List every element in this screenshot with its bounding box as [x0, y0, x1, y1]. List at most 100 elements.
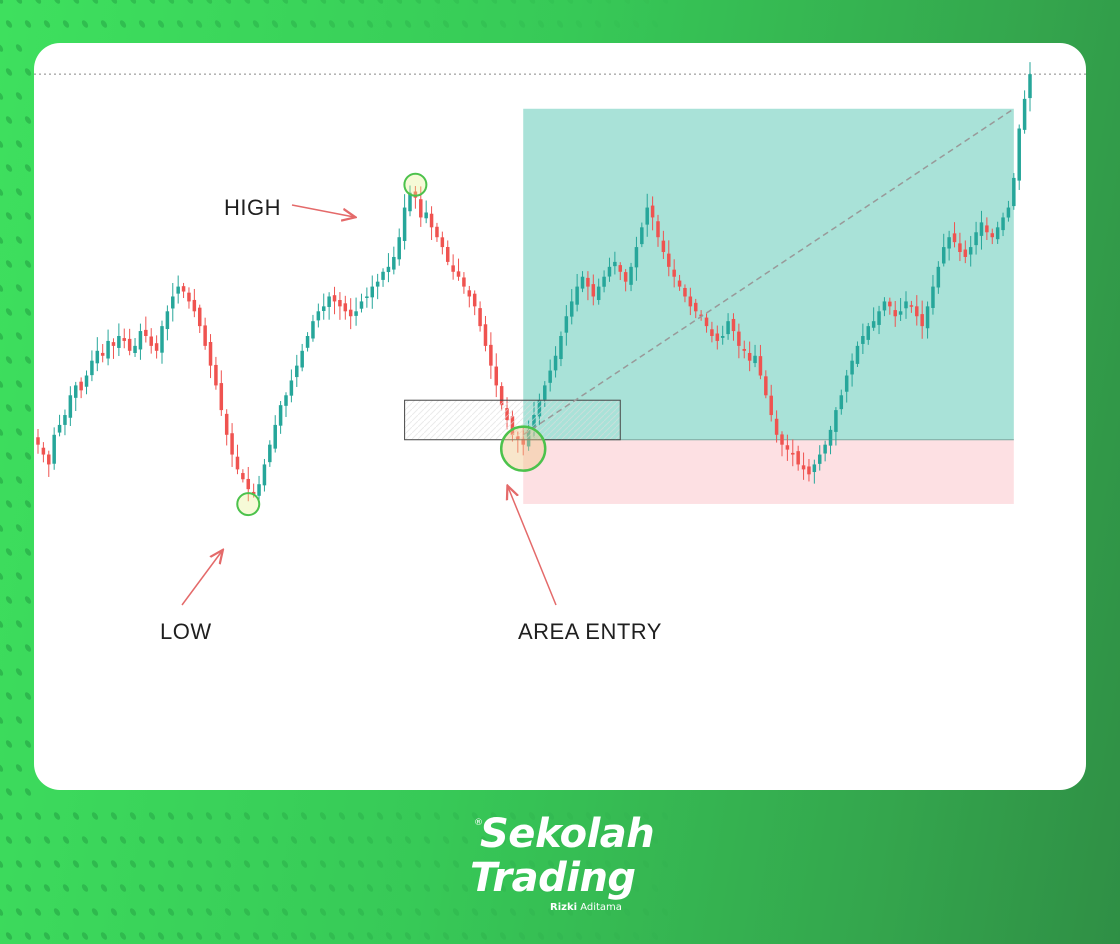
background-dot	[414, 908, 422, 916]
candle-body	[769, 395, 773, 416]
background-dot	[224, 0, 232, 4]
candle-body	[289, 380, 294, 396]
candle-body	[402, 207, 407, 241]
low-label: LOW	[160, 619, 212, 644]
candle	[133, 338, 137, 357]
background-dot	[357, 860, 365, 868]
candle	[343, 295, 348, 320]
background-dot	[24, 20, 32, 28]
background-dot	[376, 0, 384, 4]
candle-body	[683, 287, 687, 297]
candle-body	[338, 300, 342, 307]
background-dot	[338, 812, 346, 820]
background-dot	[214, 932, 222, 940]
candle	[758, 344, 763, 380]
candle-body	[602, 276, 606, 287]
candle-body	[192, 299, 197, 312]
background-dot	[252, 932, 260, 940]
background-dot	[252, 20, 260, 28]
candle-body	[419, 199, 423, 218]
candle	[246, 466, 251, 502]
background-dot	[148, 812, 156, 820]
candle-body	[467, 290, 472, 297]
candle	[661, 230, 666, 260]
background-dot	[366, 836, 374, 844]
candle	[36, 428, 40, 454]
candle	[925, 301, 930, 339]
background-dot	[214, 20, 222, 28]
candle-body	[947, 237, 951, 249]
background-dot	[395, 908, 403, 916]
background-dot	[15, 380, 23, 388]
background-dot	[594, 884, 602, 892]
background-dot	[509, 0, 517, 4]
background-dot	[186, 812, 194, 820]
candle-body	[882, 301, 887, 311]
background-dot	[24, 548, 32, 556]
candle-body	[521, 438, 525, 445]
background-dot	[556, 836, 564, 844]
candle	[920, 300, 924, 339]
background-dot	[15, 620, 23, 628]
background-dot	[100, 884, 108, 892]
candle-body	[720, 336, 725, 338]
candle-body	[483, 324, 488, 346]
candle-body	[548, 370, 552, 383]
candle	[958, 232, 962, 262]
candle-body	[187, 292, 191, 302]
candle-body	[219, 383, 224, 411]
candle	[607, 257, 612, 282]
candle-body	[893, 310, 897, 317]
background-dot	[319, 0, 327, 4]
candle-body	[90, 360, 94, 376]
candle	[316, 303, 321, 328]
background-dot	[15, 764, 23, 772]
background-dot	[623, 0, 632, 5]
candle-body	[704, 317, 709, 327]
candle-body	[661, 240, 666, 253]
candle	[688, 287, 693, 316]
candle-body	[559, 336, 563, 360]
background-dot	[385, 836, 393, 844]
candle-body	[979, 222, 984, 236]
background-dot	[461, 836, 469, 844]
background-dot	[15, 236, 23, 244]
background-dot	[452, 860, 460, 868]
background-dot	[613, 836, 621, 844]
candle-body	[127, 338, 132, 351]
candle	[968, 235, 973, 267]
background-dot	[176, 932, 184, 940]
candle	[117, 323, 121, 357]
candle	[489, 332, 493, 379]
candle-body	[1001, 217, 1005, 231]
background-dot	[537, 932, 545, 940]
candle	[138, 323, 143, 360]
low-arrow	[181, 551, 222, 606]
candle	[850, 353, 854, 387]
background-dot	[404, 884, 412, 892]
background-dot	[233, 836, 241, 844]
candle	[952, 222, 957, 248]
candle-body	[629, 266, 633, 285]
candle-body	[613, 261, 617, 267]
candle	[1006, 200, 1011, 222]
logo-subtitle-rest: Aditama	[580, 902, 622, 913]
background-dot	[176, 884, 184, 892]
candle	[575, 273, 579, 312]
candle	[801, 452, 806, 480]
candle-body	[171, 296, 175, 309]
candle	[807, 459, 811, 482]
candle-body	[386, 266, 391, 273]
candle	[327, 292, 331, 320]
background-dot	[62, 836, 70, 844]
area-entry-label: AREA ENTRY	[518, 619, 662, 644]
background-dot	[414, 812, 422, 820]
background-dot	[5, 308, 13, 316]
background-dot	[34, 812, 42, 820]
candle	[683, 284, 687, 303]
candle-body	[251, 491, 256, 495]
candle	[311, 314, 315, 342]
background-dot	[347, 20, 355, 28]
candle	[650, 196, 655, 231]
background-dot	[24, 932, 32, 940]
